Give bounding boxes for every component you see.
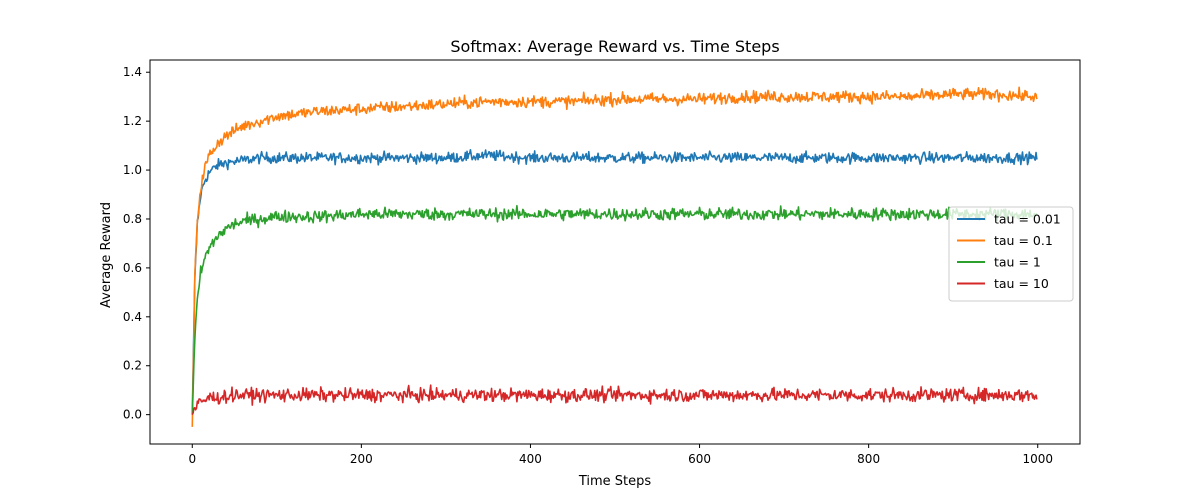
y-tick-label: 0.4 bbox=[123, 310, 142, 324]
legend-box bbox=[948, 206, 1074, 302]
legend-label-1: tau = 0.1 bbox=[994, 233, 1053, 248]
legend-label-2: tau = 1 bbox=[994, 255, 1041, 270]
legend-label-0: tau = 0.01 bbox=[994, 212, 1061, 227]
y-tick-label: 0.6 bbox=[123, 261, 142, 275]
x-tick-label: 1000 bbox=[1022, 452, 1053, 466]
x-tick-label: 200 bbox=[350, 452, 373, 466]
y-tick-label: 0.0 bbox=[123, 408, 142, 422]
x-tick-label: 400 bbox=[519, 452, 542, 466]
legend: tau = 0.01 tau = 0.1 tau = 1 tau = 10 bbox=[948, 206, 1074, 302]
y-tick-label: 1.2 bbox=[123, 114, 142, 128]
x-tick-label: 600 bbox=[688, 452, 711, 466]
plot-frame bbox=[149, 59, 1081, 445]
y-axis: 0.0 0.2 0.4 0.6 0.8 1.0 1.2 1.4 bbox=[123, 65, 150, 422]
y-axis-title: Average Reward bbox=[99, 202, 114, 308]
x-tick-label: 800 bbox=[857, 452, 880, 466]
chart-title: Softmax: Average Reward vs. Time Steps bbox=[450, 37, 779, 56]
y-tick-label: 0.2 bbox=[123, 359, 142, 373]
legend-label-3: tau = 10 bbox=[994, 276, 1049, 291]
series-line-0 bbox=[191, 148, 1038, 415]
series-line-3 bbox=[191, 384, 1038, 416]
x-axis-title: Time Steps bbox=[578, 474, 652, 489]
plot-area bbox=[149, 59, 1081, 445]
series-lines bbox=[191, 86, 1038, 427]
y-tick-label: 1.4 bbox=[123, 65, 142, 79]
y-tick-label: 1.0 bbox=[123, 163, 142, 177]
y-tick-label: 0.8 bbox=[123, 212, 142, 226]
x-axis: 0 200 400 600 800 1000 bbox=[188, 444, 1053, 466]
series-line-1 bbox=[191, 86, 1038, 427]
series-line-2 bbox=[191, 204, 1038, 415]
x-tick-label: 0 bbox=[188, 452, 196, 466]
